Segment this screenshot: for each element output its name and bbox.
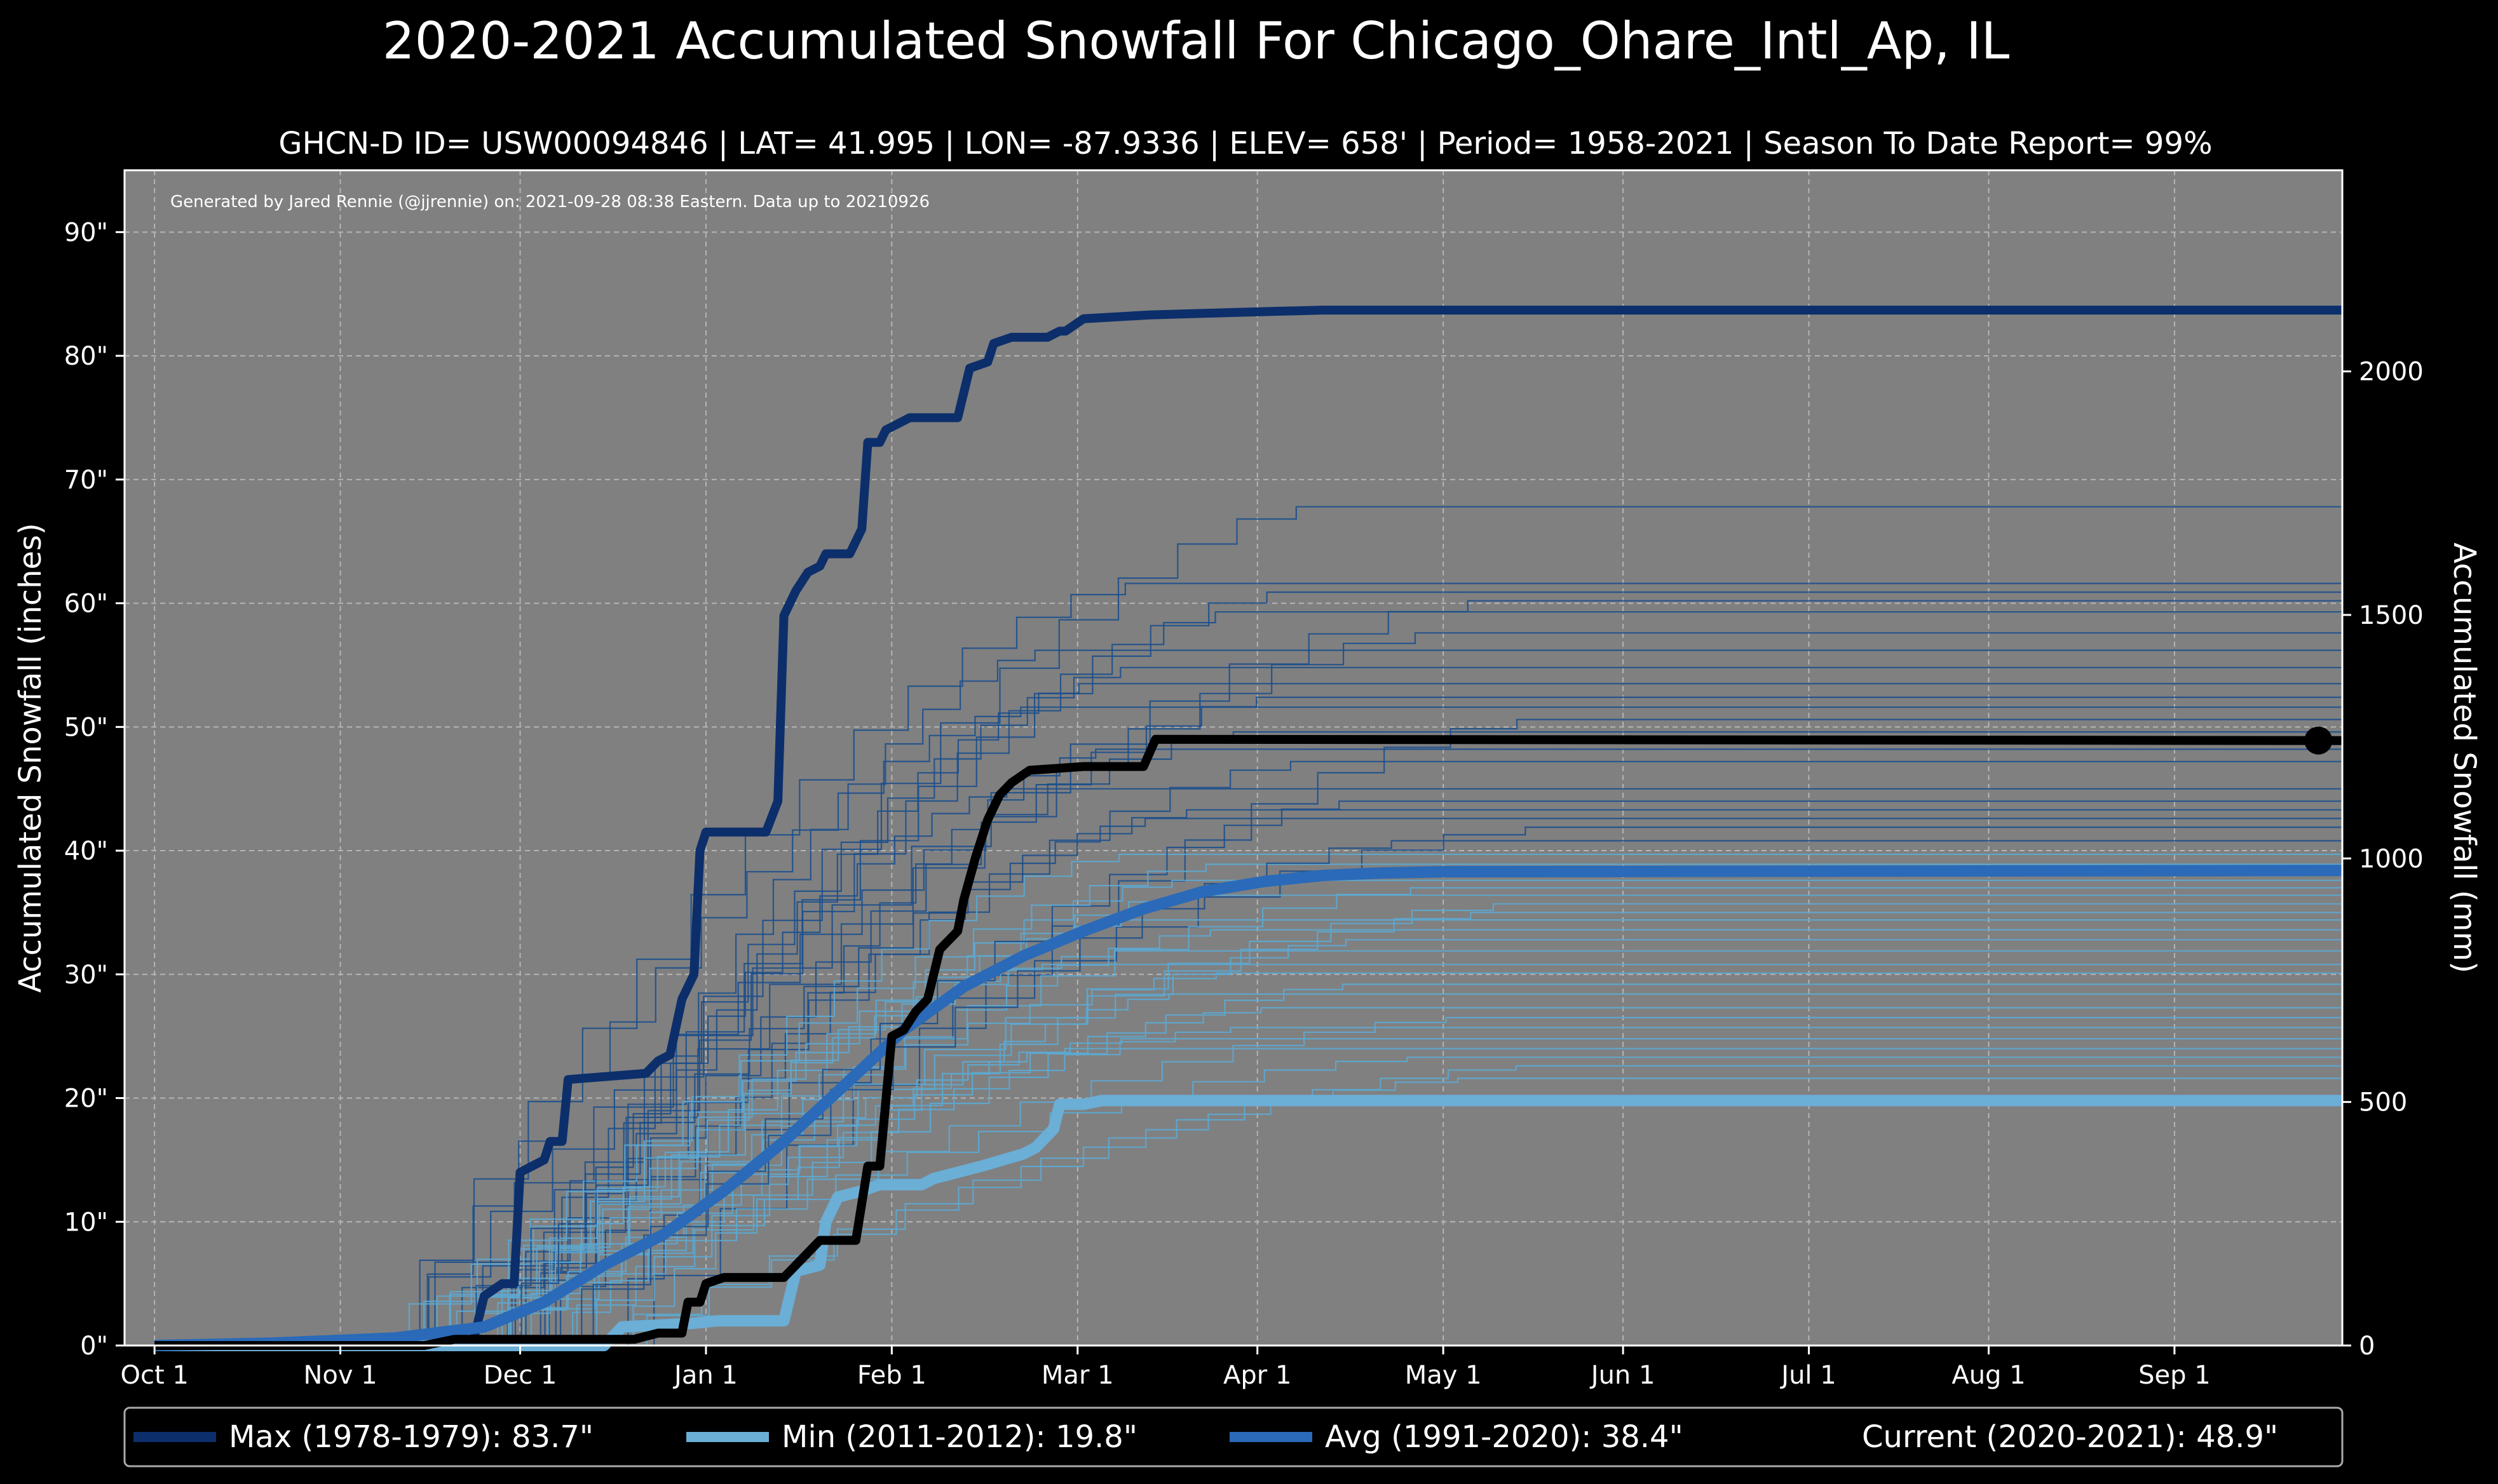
chart-title: 2020-2021 Accumulated Snowfall For Chica… (383, 11, 2010, 71)
x-tick-label: May 1 (1405, 1361, 1482, 1390)
y-tick-label-left: 90" (64, 218, 108, 247)
y-tick-label-left: 50" (64, 713, 108, 742)
y-tick-label-left: 80" (64, 342, 108, 371)
legend-total: 83.7" (512, 1419, 594, 1455)
y-tick-label-left: 0" (80, 1332, 108, 1361)
legend-separator: : (492, 1419, 512, 1455)
y-tick-label-right: 1000 (2359, 844, 2424, 874)
historical-season-line (154, 760, 2342, 1347)
historical-season-line (154, 879, 2342, 1347)
y-tick-label-left: 20" (64, 1084, 108, 1114)
historical-season-line (154, 912, 2342, 1347)
historical-season-line (154, 591, 2342, 1347)
historical-season-line (154, 666, 2342, 1347)
historical-season-line (154, 1038, 2342, 1347)
historical-season-line (154, 939, 2342, 1347)
legend-separator: : (1036, 1419, 1056, 1455)
historical-season-line (154, 1048, 2342, 1347)
y-tick-label-left: 10" (64, 1208, 108, 1237)
series-line-min (154, 1095, 2342, 1351)
legend: Max (1978-1979): 83.7" Min (2011-2012): 1… (123, 1406, 2344, 1467)
historical-season-line (154, 788, 2342, 1347)
x-tick-label: Oct 1 (120, 1361, 188, 1390)
legend-name: Current (2020-2021) (1862, 1419, 2176, 1455)
legend-label-max: Max (1978-1979): 83.7" (229, 1419, 594, 1455)
historical-season-line (154, 800, 2342, 1347)
legend-label-avg: Avg (1991-2020): 38.4" (1325, 1419, 1683, 1455)
historical-season-line (154, 706, 2342, 1347)
plot-area (125, 170, 2342, 1346)
historical-season-line (154, 840, 2342, 1347)
y-tick-label-left: 40" (64, 837, 108, 866)
highlight-series (154, 306, 2343, 1351)
y-tick-label-left: 30" (64, 961, 108, 990)
x-tick-label: Nov 1 (303, 1361, 377, 1390)
current-endpoint-marker (2304, 726, 2333, 755)
legend-total: 19.8" (1056, 1419, 1137, 1455)
y-tick-label-left: 70" (64, 466, 108, 495)
legend-separator: : (1581, 1419, 1601, 1455)
y-tick-label-right: 1500 (2359, 601, 2424, 630)
historical-season-line (154, 993, 2342, 1347)
x-tick-label: Jul 1 (1779, 1361, 1836, 1390)
historical-season-line (154, 983, 2342, 1347)
legend-name: Avg (1991-2020) (1325, 1419, 1581, 1455)
x-tick-label: Dec 1 (484, 1361, 557, 1390)
historical-season-line (154, 809, 2342, 1347)
x-tick-label: Aug 1 (1952, 1361, 2025, 1390)
chart-subtitle: GHCN-D ID= USW00094846 | LAT= 41.995 | L… (278, 126, 2212, 161)
axes: Oct 1 Nov 1 Dec 1 Jan 1 Feb 1 Mar 1 Apr 1 May 1… (64, 218, 2424, 1390)
historical-season-line (154, 894, 2342, 1347)
x-tick-label: Feb 1 (857, 1361, 927, 1390)
x-tick-label: Apr 1 (1223, 1361, 1291, 1390)
legend-name: Max (1978-1979) (229, 1419, 492, 1455)
y-tick-label-right: 0 (2359, 1332, 2375, 1361)
x-tick-label: Mar 1 (1042, 1361, 1114, 1390)
credit-text: Generated by Jared Rennie (@jjrennie) on… (170, 192, 930, 212)
historical-season-line (154, 1056, 2342, 1347)
legend-total: 38.4" (1601, 1419, 1683, 1455)
x-tick-label: Jan 1 (672, 1361, 738, 1390)
historical-season-line (154, 929, 2342, 1347)
plot-frame (123, 169, 2344, 1347)
historical-season-line (154, 506, 2342, 1347)
series-line-current (154, 734, 2343, 1350)
historical-season-line (154, 731, 2342, 1347)
historical-season-line (154, 853, 2342, 1347)
historical-season-line (154, 632, 2342, 1347)
historical-season-line (154, 1007, 2342, 1347)
legend-label-min: Min (2011-2012): 19.8" (782, 1419, 1137, 1455)
historical-season-line (154, 649, 2342, 1347)
x-tick-label: Sep 1 (2138, 1361, 2211, 1390)
grid (125, 170, 2342, 1346)
y-axis-label-left: Accumulated Snowfall (inches) (13, 523, 48, 993)
historical-season-line (154, 863, 2342, 1347)
y-tick-label-left: 60" (64, 590, 108, 619)
historical-season-line (154, 818, 2342, 1347)
legend-name: Min (2011-2012) (782, 1419, 1036, 1455)
x-tick-label: Jun 1 (1589, 1361, 1655, 1390)
historical-season-line (154, 600, 2342, 1347)
historical-season-line (154, 1027, 2342, 1347)
legend-total: 48.9" (2196, 1419, 2278, 1455)
legend-separator: : (2176, 1419, 2196, 1455)
series-line-max (154, 306, 2342, 1350)
legend-label-current: Current (2020-2021): 48.9" (1862, 1419, 2278, 1455)
y-tick-label-right: 500 (2359, 1088, 2407, 1117)
y-axis-label-right: Accumulated Snowfall (mm) (2447, 543, 2482, 973)
y-tick-label-right: 2000 (2359, 358, 2424, 387)
historical-season-line (154, 972, 2342, 1347)
